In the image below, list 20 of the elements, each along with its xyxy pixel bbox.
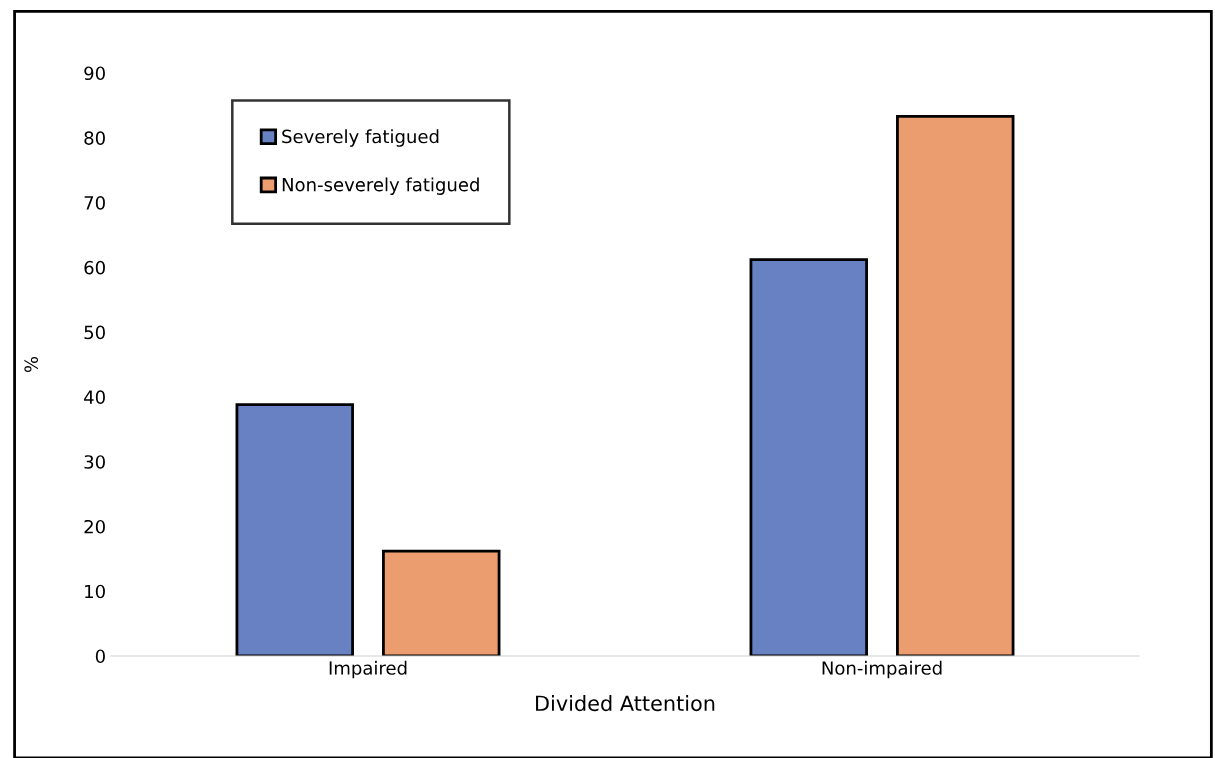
bar [235, 403, 354, 656]
x-tick-label: Non-impaired [822, 660, 942, 679]
y-tick-label: 10 [85, 584, 105, 599]
y-tick-label: 90 [84, 66, 105, 81]
bar [382, 549, 501, 656]
y-tick-label: 30 [84, 455, 105, 469]
y-tick-label: 70 [84, 196, 105, 210]
legend-label: Non-severely fatigued [282, 177, 479, 195]
y-tick-label: 40 [84, 390, 105, 405]
bar [896, 115, 1015, 656]
y-tick-label: 60 [84, 260, 105, 275]
y-tick-label: 80 [84, 131, 105, 145]
x-tick-label: Impaired [329, 660, 407, 679]
legend-label: Severely fatigued [282, 129, 439, 147]
y-tick-label: 0 [95, 649, 105, 664]
y-tick-label: 20 [84, 519, 105, 534]
y-tick-label: 50 [84, 325, 105, 340]
bar [749, 258, 868, 656]
x-axis-title: Divided Attention [536, 695, 715, 712]
y-axis-title: % [24, 356, 38, 373]
